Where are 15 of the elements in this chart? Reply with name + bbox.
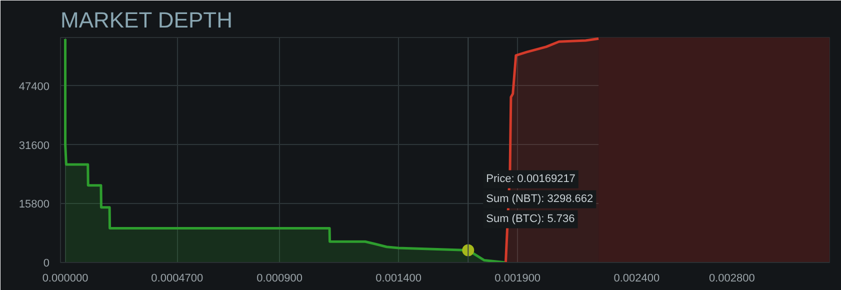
y-tick-label: 47400 (18, 80, 50, 93)
x-tick-label: 0.0004700 (151, 272, 204, 284)
x-tick-label: 0.000000 (42, 272, 88, 284)
annotation: Price: 0.00169217 (486, 173, 576, 186)
x-tick-label: 0.000900 (256, 272, 302, 284)
chart-title: MARKET DEPTH (60, 8, 232, 32)
annotation: Sum (NBT): 3298.662 (486, 193, 594, 206)
y-tick-label: 0 (43, 258, 50, 270)
x-tick-label: 0.002400 (614, 272, 660, 284)
x-tick-label: 0.001900 (494, 272, 541, 284)
y-tick-label: 15800 (18, 198, 50, 211)
x-tick-label: 0.001400 (376, 272, 422, 284)
x-tick-label: 0.002800 (708, 272, 755, 284)
annotation: Sum (BTC): 5.736 (486, 213, 575, 226)
y-tick-label: 31600 (18, 140, 50, 152)
